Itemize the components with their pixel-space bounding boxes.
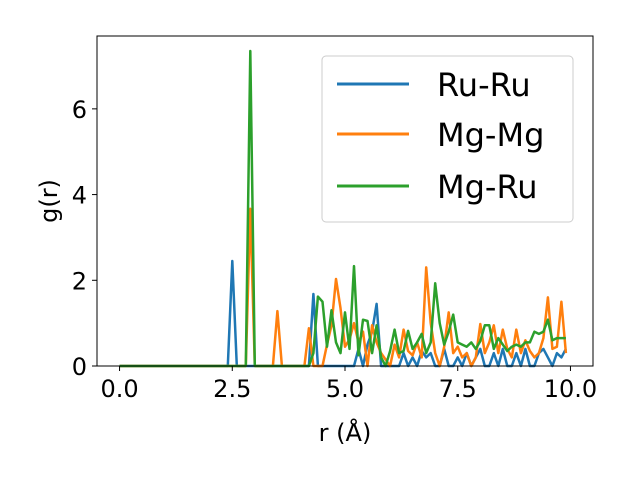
x-tick-label: 2.5 [213,375,251,403]
x-tick-label: 0.0 [100,375,138,403]
y-tick-label: 6 [72,96,87,124]
plot-frame [96,35,594,367]
y-tick-label: 2 [72,267,87,295]
y-axis-label: g(r) [35,179,63,223]
x-axis-label: r (Å) [319,418,372,447]
series-line-mg-mg [119,207,568,368]
x-tick-label: 10.0 [544,375,597,403]
y-tick-label: 0 [72,353,87,381]
y-tick-label: 4 [72,182,87,210]
legend-label-ru-ru: Ru-Ru [437,66,531,104]
legend-box [321,55,574,223]
legend-label-mg-ru: Mg-Ru [437,168,538,206]
ticks-layer: 0.0 2.5 5.0 7.5 10.0 0 2 4 6 [72,96,597,403]
x-tick-label: 7.5 [439,375,477,403]
x-tick-label: 5.0 [326,375,364,403]
legend-label-mg-mg: Mg-Mg [437,116,544,154]
series-line-mg-ru [119,49,566,368]
legend: Ru-Ru Mg-Mg Mg-Ru [321,55,574,223]
